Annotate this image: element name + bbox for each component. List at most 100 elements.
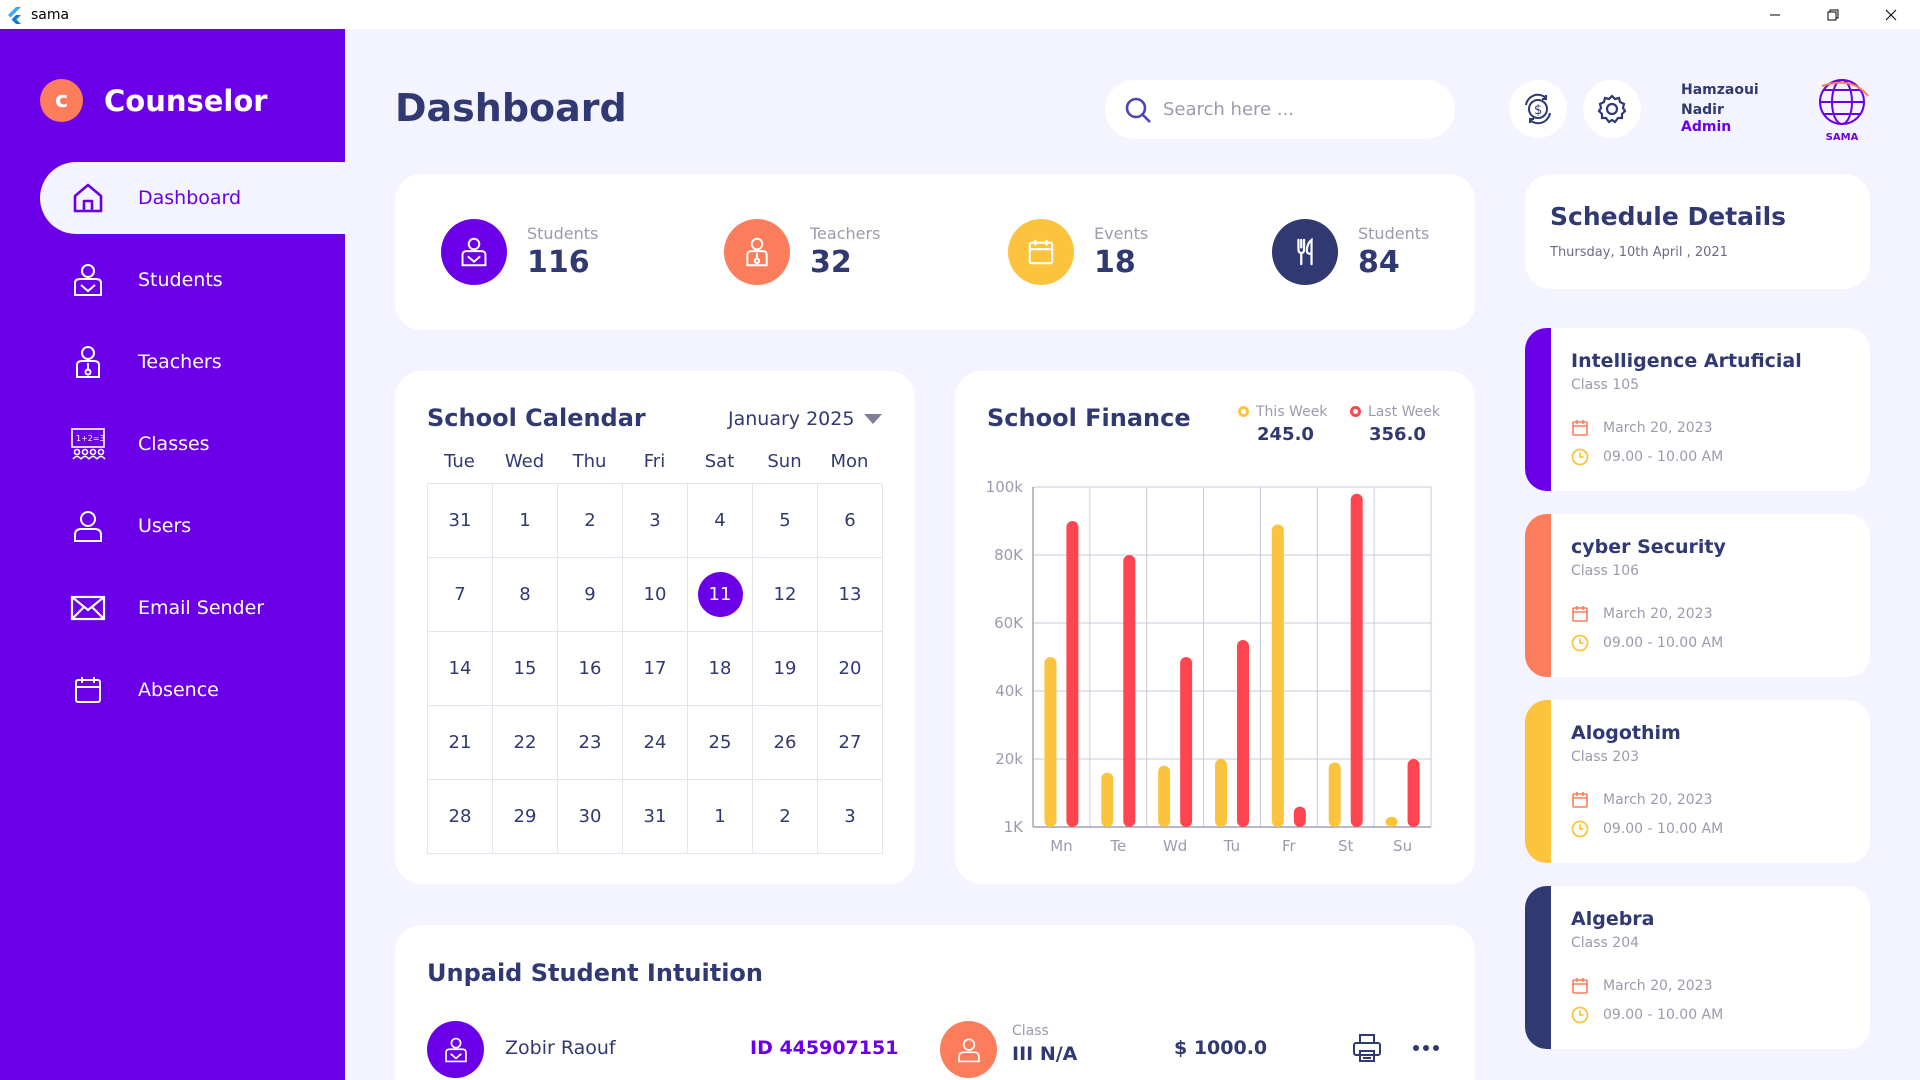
calendar-day[interactable]: 18 bbox=[688, 632, 753, 706]
more-horizontal-icon bbox=[1413, 1045, 1439, 1051]
calendar-icon bbox=[1572, 978, 1588, 994]
calendar-day[interactable]: 9 bbox=[558, 558, 623, 632]
calendar-day[interactable]: 25 bbox=[688, 706, 753, 780]
sidebar-item-email-sender[interactable]: Email Sender bbox=[40, 572, 345, 644]
bar-this-week bbox=[1328, 762, 1341, 827]
sidebar-item-label: Dashboard bbox=[138, 187, 242, 209]
calendar-day[interactable]: 19 bbox=[753, 632, 818, 706]
calendar-day[interactable]: 2 bbox=[558, 484, 623, 558]
schedule-item[interactable]: Intelligence Artuficial Class 105 March … bbox=[1525, 328, 1870, 491]
calendar-day[interactable]: 7 bbox=[428, 558, 493, 632]
calendar-day[interactable]: 8 bbox=[493, 558, 558, 632]
print-button[interactable] bbox=[1352, 1033, 1382, 1067]
calendar-grid: 31 1 2 3 4 5 6 7 8 9 10 11 12 13 14 15 16 17 18 19 20 21 22 23 2… bbox=[427, 483, 883, 854]
calendar-day[interactable]: 23 bbox=[558, 706, 623, 780]
search-input[interactable] bbox=[1163, 99, 1423, 120]
calendar-day[interactable]: 3 bbox=[818, 780, 883, 854]
weekday-label: Mon bbox=[830, 451, 869, 472]
calendar-day[interactable]: 3 bbox=[623, 484, 688, 558]
close-button[interactable] bbox=[1862, 0, 1920, 29]
calendar-day[interactable]: 31 bbox=[623, 780, 688, 854]
brand-logo: c bbox=[40, 79, 83, 122]
calendar-day[interactable]: 1 bbox=[688, 780, 753, 854]
finance-button[interactable]: $ bbox=[1509, 80, 1567, 138]
schedule-item-class: Class 204 bbox=[1571, 935, 1640, 951]
schedule-item-date: March 20, 2023 bbox=[1603, 606, 1713, 622]
svg-text:$: $ bbox=[1534, 103, 1542, 118]
calendar-icon bbox=[70, 672, 106, 708]
stat-value: 84 bbox=[1358, 245, 1400, 280]
calendar-day[interactable]: 22 bbox=[493, 706, 558, 780]
window-titlebar: sama bbox=[0, 0, 1920, 29]
weekday-label: Fri bbox=[643, 451, 666, 472]
weekday-label: Wed bbox=[504, 451, 545, 472]
restore-button[interactable] bbox=[1804, 0, 1862, 29]
month-dropdown[interactable]: January 2025 bbox=[728, 408, 883, 430]
calendar-day[interactable]: 20 bbox=[818, 632, 883, 706]
sidebar-item-label: Classes bbox=[138, 433, 210, 455]
calendar-day[interactable]: 17 bbox=[623, 632, 688, 706]
calendar-day[interactable]: 12 bbox=[753, 558, 818, 632]
calendar-day[interactable]: 1 bbox=[493, 484, 558, 558]
sidebar: c Counselor Dashboard Students Teachers … bbox=[0, 29, 345, 1080]
schedule-item-time: 09.00 - 10.00 AM bbox=[1603, 449, 1724, 465]
stats-card: Students 116 Teachers 32 Events 18 Stude… bbox=[395, 174, 1475, 330]
calendar-day[interactable]: 5 bbox=[753, 484, 818, 558]
sidebar-item-users[interactable]: Users bbox=[40, 490, 345, 562]
x-tick-label: Mn bbox=[1050, 837, 1072, 855]
settings-button[interactable] bbox=[1583, 80, 1641, 138]
schedule-item[interactable]: Alogothim Class 203 March 20, 2023 09.00… bbox=[1525, 700, 1870, 863]
schedule-color-bar bbox=[1525, 700, 1551, 863]
flutter-logo-icon bbox=[8, 6, 21, 24]
user-icon bbox=[70, 508, 106, 544]
sidebar-item-classes[interactable]: 1+2=3 Classes bbox=[40, 408, 345, 480]
y-tick-label: 80K bbox=[994, 546, 1024, 564]
stat-events: Events 18 bbox=[1008, 219, 1148, 285]
calendar-day[interactable]: 14 bbox=[428, 632, 493, 706]
sidebar-item-teachers[interactable]: Teachers bbox=[40, 326, 345, 398]
minimize-button[interactable] bbox=[1746, 0, 1804, 29]
calendar-day[interactable]: 11 bbox=[688, 558, 753, 632]
calendar-day[interactable]: 10 bbox=[623, 558, 688, 632]
y-tick-label: 60K bbox=[994, 614, 1024, 632]
schedule-item[interactable]: cyber Security Class 106 March 20, 2023 … bbox=[1525, 514, 1870, 677]
calendar-day[interactable]: 13 bbox=[818, 558, 883, 632]
schedule-item-time: 09.00 - 10.00 AM bbox=[1603, 635, 1724, 651]
calendar-day[interactable]: 26 bbox=[753, 706, 818, 780]
stat-value: 116 bbox=[527, 245, 590, 280]
x-tick-label: Su bbox=[1393, 837, 1412, 855]
calendar-day[interactable]: 30 bbox=[558, 780, 623, 854]
more-button[interactable] bbox=[1411, 1033, 1441, 1067]
calendar-day[interactable]: 21 bbox=[428, 706, 493, 780]
globe-logo-icon bbox=[1819, 79, 1869, 125]
calendar-day[interactable]: 28 bbox=[428, 780, 493, 854]
legend-value: 245.0 bbox=[1257, 424, 1314, 445]
calendar-day[interactable]: 4 bbox=[688, 484, 753, 558]
sidebar-item-dashboard[interactable]: Dashboard bbox=[40, 162, 345, 234]
calendar-day[interactable]: 16 bbox=[558, 632, 623, 706]
calendar-day[interactable]: 31 bbox=[428, 484, 493, 558]
calendar-title: School Calendar bbox=[427, 404, 646, 432]
schedule-title: Schedule Details bbox=[1550, 202, 1787, 231]
legend-this-week: This Week 245.0 bbox=[1238, 404, 1327, 445]
sidebar-item-students[interactable]: Students bbox=[40, 244, 345, 316]
calendar-day[interactable]: 24 bbox=[623, 706, 688, 780]
y-tick-label: 1K bbox=[1004, 818, 1025, 836]
sidebar-item-absence[interactable]: Absence bbox=[40, 654, 345, 726]
sidebar-item-label: Absence bbox=[138, 679, 219, 701]
stat-students-food: Students 84 bbox=[1272, 219, 1429, 285]
calendar-day[interactable]: 27 bbox=[818, 706, 883, 780]
schedule-color-bar bbox=[1525, 514, 1551, 677]
calendar-day[interactable]: 29 bbox=[493, 780, 558, 854]
user-icon bbox=[940, 1021, 997, 1078]
stat-label: Students bbox=[1358, 224, 1430, 243]
schedule-item[interactable]: Algebra Class 204 March 20, 2023 09.00 -… bbox=[1525, 886, 1870, 1049]
calendar-day[interactable]: 15 bbox=[493, 632, 558, 706]
search-bar[interactable] bbox=[1105, 80, 1455, 139]
calendar-day[interactable]: 6 bbox=[818, 484, 883, 558]
teacher-icon bbox=[70, 344, 106, 380]
table-row[interactable]: Zobir Raouf ID 445907151 Class III N/A $… bbox=[427, 1021, 1439, 1079]
calendar-day[interactable]: 2 bbox=[753, 780, 818, 854]
minimize-icon bbox=[1770, 14, 1780, 15]
sidebar-item-label: Teachers bbox=[138, 351, 222, 373]
